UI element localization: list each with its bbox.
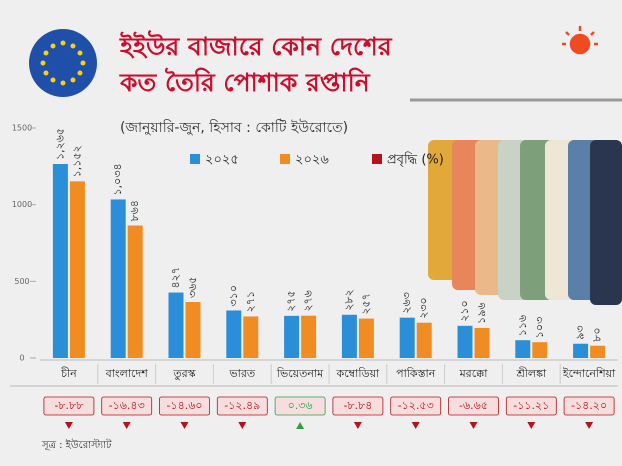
x-tick-label: ভিয়েতনাম bbox=[276, 367, 324, 380]
growth-box bbox=[390, 396, 442, 416]
bar bbox=[590, 345, 606, 358]
chart-title: কত তৈরি পোশাক রপ্তানি bbox=[119, 67, 371, 97]
value-label: ৩১০ bbox=[227, 285, 240, 306]
x-tick-label: ভারত bbox=[228, 367, 255, 380]
growth-arrow bbox=[585, 422, 594, 429]
x-tick-label: পাকিস্তান bbox=[396, 367, 436, 380]
y-tick-label: 1500 bbox=[12, 124, 32, 133]
y-tick-label: 1000 bbox=[12, 200, 32, 209]
growth-label: -১৬.৪৩ bbox=[109, 399, 145, 412]
growth-label: -১২.৫৩ bbox=[398, 399, 434, 412]
sun-icon bbox=[562, 26, 598, 55]
legend-swatch bbox=[190, 154, 200, 164]
growth-box bbox=[505, 396, 557, 416]
value-label: ৮০ bbox=[591, 327, 604, 341]
bar bbox=[301, 315, 317, 358]
growth-arrow bbox=[122, 422, 131, 429]
growth-box bbox=[101, 396, 153, 416]
value-label: ১১৬ bbox=[516, 315, 529, 336]
value-label: ১,২৬৫ bbox=[53, 128, 66, 160]
bar bbox=[52, 164, 68, 358]
bar bbox=[226, 310, 242, 358]
growth-label: -১২.৪৯ bbox=[224, 399, 260, 412]
legend-label: ২০২৫ bbox=[205, 153, 239, 168]
growth-label: -৮.৮৪ bbox=[343, 399, 372, 412]
x-tick-label: তুরস্ক bbox=[172, 367, 196, 380]
growth-box bbox=[332, 396, 384, 416]
growth-box bbox=[43, 396, 95, 416]
x-tick-label: মরক্কো bbox=[459, 367, 489, 380]
bar bbox=[358, 318, 374, 358]
x-tick-label: বাংলাদেশ bbox=[105, 367, 149, 380]
value-label: ১,১৫২ bbox=[70, 145, 83, 177]
bar bbox=[474, 327, 490, 358]
bar bbox=[532, 342, 548, 358]
chart-title: ইইউর বাজারে কোন দেশের bbox=[119, 30, 393, 61]
growth-label: -১৪.৬০ bbox=[166, 399, 202, 412]
bar bbox=[416, 322, 432, 358]
value-label: ১৯৬ bbox=[475, 303, 488, 324]
growth-arrow bbox=[527, 422, 536, 429]
bar bbox=[284, 315, 300, 358]
value-label: ৩৬৫ bbox=[186, 277, 199, 298]
legend-swatch bbox=[280, 154, 290, 164]
growth-arrow bbox=[411, 422, 420, 429]
legend-swatch bbox=[372, 154, 382, 164]
x-tick-label: ইন্দোনেশিয়া bbox=[562, 367, 616, 380]
growth-label: -১৪.২০ bbox=[571, 399, 607, 412]
eu-flag bbox=[29, 29, 97, 97]
x-tick-label: কম্বোডিয়া bbox=[336, 367, 381, 380]
growth-label: -৮.৮৮ bbox=[54, 399, 83, 412]
growth-label: -৬.৬৫ bbox=[459, 399, 488, 412]
growth-arrow bbox=[353, 422, 362, 429]
growth-box bbox=[159, 396, 210, 416]
chart-subtitle: (জানুয়ারি-জুন, হিসাব : কোটি ইউরোতে) bbox=[120, 119, 348, 136]
value-label: ১,০৩৪ bbox=[111, 163, 124, 195]
value-label: ২৭৬ bbox=[302, 290, 315, 311]
growth-arrow bbox=[469, 422, 478, 429]
growth-box bbox=[274, 396, 326, 416]
value-label: ২৩০ bbox=[417, 297, 430, 318]
bar bbox=[399, 317, 415, 358]
bar bbox=[110, 199, 126, 358]
value-label: ২৮২ bbox=[342, 289, 355, 310]
bar bbox=[168, 292, 184, 358]
value-label: ১০৩ bbox=[533, 317, 546, 338]
growth-arrow bbox=[180, 422, 189, 429]
clothes-illustration bbox=[410, 98, 622, 305]
legend-label: ২০২৬ bbox=[295, 153, 329, 168]
growth-arrow bbox=[238, 422, 247, 429]
growth-label: -১১.২১ bbox=[513, 399, 549, 412]
y-tick-label: 0 bbox=[19, 354, 24, 363]
growth-box bbox=[563, 396, 615, 416]
value-label: ২১০ bbox=[458, 300, 471, 321]
bar bbox=[69, 181, 85, 358]
value-label: ২৭১ bbox=[244, 291, 257, 312]
bar bbox=[457, 325, 473, 358]
y-tick-label: 500 bbox=[14, 277, 29, 286]
x-tick-label: শ্রীলঙ্কা bbox=[515, 367, 547, 380]
growth-box bbox=[216, 396, 268, 416]
bar bbox=[243, 316, 259, 358]
value-label: ৯৩ bbox=[574, 325, 587, 339]
bar bbox=[185, 302, 201, 358]
bar bbox=[573, 343, 589, 358]
growth-box bbox=[448, 396, 499, 416]
value-label: ৮৬৪ bbox=[128, 200, 141, 221]
legend-label: প্রবৃদ্ধি (%) bbox=[387, 152, 444, 168]
value-label: ২৫৭ bbox=[359, 293, 372, 314]
bar bbox=[515, 340, 531, 358]
value-label: ২৭৫ bbox=[285, 290, 298, 311]
source: সূত্র : ইউরোস্ট্যাট bbox=[41, 438, 112, 451]
value-label: ২৬৩ bbox=[400, 292, 413, 313]
x-tick-label: চীন bbox=[60, 367, 77, 380]
growth-arrow bbox=[296, 422, 305, 429]
value-label: ৪২৭ bbox=[169, 267, 182, 288]
bar bbox=[341, 314, 357, 358]
growth-label: ০.৩৬ bbox=[288, 399, 313, 412]
growth-arrow bbox=[64, 422, 73, 429]
bar bbox=[127, 225, 143, 358]
